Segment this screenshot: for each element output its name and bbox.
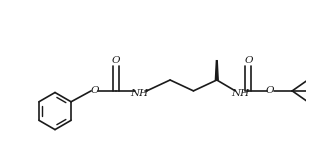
- Polygon shape: [215, 61, 218, 80]
- Text: NH: NH: [131, 90, 149, 98]
- Text: O: O: [90, 86, 99, 95]
- Text: O: O: [244, 56, 253, 65]
- Text: O: O: [266, 86, 275, 95]
- Text: NH: NH: [231, 90, 249, 98]
- Text: O: O: [112, 56, 121, 65]
